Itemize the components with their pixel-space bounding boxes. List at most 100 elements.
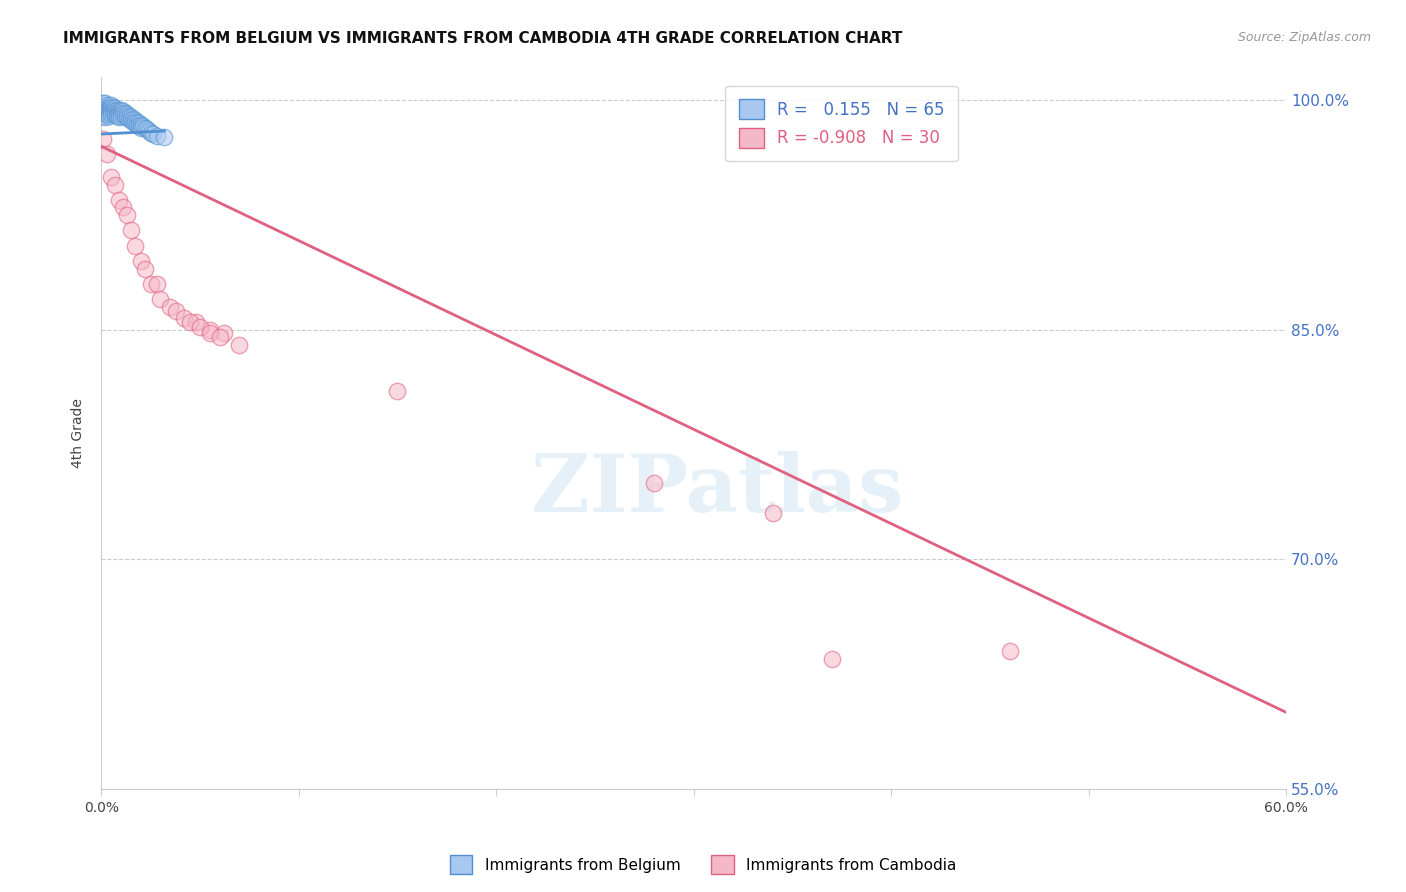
- Point: [124, 116, 146, 130]
- Point: [108, 104, 131, 119]
- Point: [118, 112, 141, 126]
- Point: [118, 109, 141, 123]
- Point: [134, 261, 156, 276]
- Point: [91, 99, 114, 113]
- Point: [100, 101, 122, 115]
- Point: [91, 103, 114, 117]
- Point: [105, 109, 128, 123]
- Point: [110, 105, 132, 120]
- Point: [98, 99, 121, 113]
- Point: [998, 644, 1021, 658]
- Point: [125, 115, 148, 129]
- Point: [104, 107, 127, 121]
- Point: [188, 319, 211, 334]
- Point: [101, 103, 124, 117]
- Point: [114, 105, 136, 120]
- Point: [212, 326, 235, 340]
- Point: [108, 107, 131, 121]
- Point: [145, 277, 167, 291]
- Point: [110, 103, 132, 117]
- Point: [91, 109, 114, 123]
- Point: [96, 104, 118, 119]
- Point: [91, 131, 114, 145]
- Point: [105, 105, 128, 120]
- Point: [124, 113, 146, 128]
- Point: [145, 128, 167, 143]
- Y-axis label: 4th Grade: 4th Grade: [72, 398, 86, 468]
- Point: [98, 103, 121, 117]
- Point: [111, 104, 134, 119]
- Point: [115, 107, 138, 121]
- Text: Source: ZipAtlas.com: Source: ZipAtlas.com: [1237, 31, 1371, 45]
- Point: [184, 315, 207, 329]
- Point: [115, 110, 138, 124]
- Point: [124, 238, 146, 252]
- Point: [100, 98, 122, 112]
- Point: [173, 310, 195, 325]
- Point: [104, 104, 127, 119]
- Point: [101, 99, 124, 113]
- Point: [111, 201, 134, 215]
- Text: IMMIGRANTS FROM BELGIUM VS IMMIGRANTS FROM CAMBODIA 4TH GRADE CORRELATION CHART: IMMIGRANTS FROM BELGIUM VS IMMIGRANTS FR…: [63, 31, 903, 46]
- Point: [129, 118, 152, 132]
- Point: [821, 651, 844, 665]
- Point: [120, 223, 142, 237]
- Point: [94, 104, 117, 119]
- Point: [98, 109, 121, 123]
- Point: [131, 120, 153, 134]
- Point: [94, 101, 117, 115]
- Point: [96, 101, 118, 115]
- Point: [165, 304, 187, 318]
- Point: [96, 107, 118, 121]
- Point: [129, 254, 152, 268]
- Text: ZIPatlas: ZIPatlas: [531, 451, 904, 529]
- Point: [228, 338, 250, 352]
- Point: [198, 323, 221, 337]
- Point: [100, 104, 122, 119]
- Point: [120, 113, 142, 128]
- Point: [208, 330, 231, 344]
- Point: [105, 103, 128, 117]
- Point: [149, 292, 172, 306]
- Point: [120, 110, 142, 124]
- Point: [643, 475, 665, 490]
- Point: [100, 107, 122, 121]
- Legend: Immigrants from Belgium, Immigrants from Cambodia: Immigrants from Belgium, Immigrants from…: [443, 849, 963, 880]
- Point: [96, 147, 118, 161]
- Legend: R =   0.155   N = 65, R = -0.908   N = 30: R = 0.155 N = 65, R = -0.908 N = 30: [725, 86, 957, 161]
- Point: [98, 105, 121, 120]
- Point: [153, 130, 176, 145]
- Point: [94, 110, 117, 124]
- Point: [761, 507, 783, 521]
- Point: [108, 110, 131, 124]
- Point: [128, 116, 150, 130]
- Point: [104, 178, 127, 192]
- Point: [100, 169, 122, 184]
- Point: [159, 300, 181, 314]
- Point: [91, 96, 114, 111]
- Point: [111, 107, 134, 121]
- Point: [110, 109, 132, 123]
- Point: [138, 124, 160, 138]
- Point: [125, 118, 148, 132]
- Point: [179, 315, 201, 329]
- Point: [128, 120, 150, 134]
- Point: [142, 127, 165, 141]
- Point: [139, 126, 162, 140]
- Point: [129, 120, 152, 135]
- Point: [121, 112, 143, 126]
- Point: [101, 105, 124, 120]
- Point: [198, 326, 221, 340]
- Point: [114, 109, 136, 123]
- Point: [94, 107, 117, 121]
- Point: [94, 96, 117, 111]
- Point: [115, 208, 138, 222]
- Point: [134, 120, 156, 135]
- Point: [96, 98, 118, 112]
- Point: [121, 115, 143, 129]
- Point: [387, 384, 409, 398]
- Point: [135, 122, 157, 136]
- Point: [104, 101, 127, 115]
- Point: [139, 277, 162, 291]
- Point: [108, 193, 131, 207]
